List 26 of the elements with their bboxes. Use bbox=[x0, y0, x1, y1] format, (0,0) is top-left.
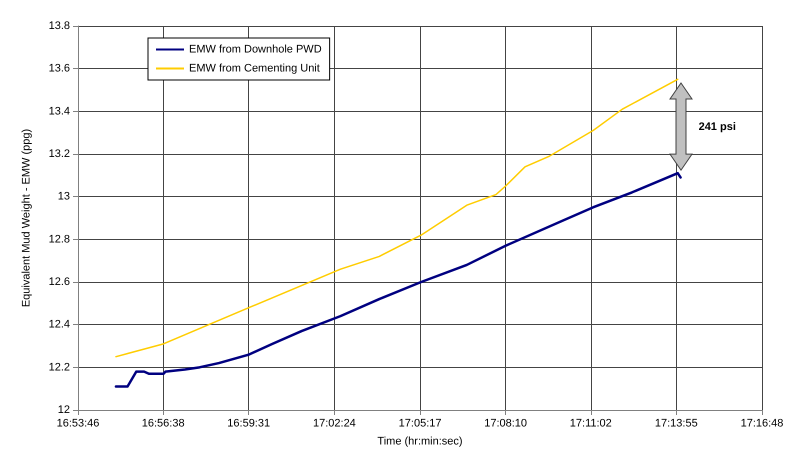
y-tick-label: 13.6 bbox=[48, 62, 70, 75]
line-series bbox=[115, 78, 678, 358]
y-tick-label: 13.4 bbox=[48, 105, 70, 118]
y-axis-title: Equivalent Mud Weight - EMW (ppg) bbox=[20, 128, 32, 308]
x-tick-label: 17:05:17 bbox=[398, 418, 442, 430]
x-tick-label: 17:16:48 bbox=[740, 418, 784, 430]
annotation: 241 psi bbox=[698, 120, 736, 133]
x-tick-label: 16:53:46 bbox=[56, 418, 100, 430]
y-tick-label: 12 bbox=[58, 404, 70, 416]
line-series bbox=[114, 172, 682, 388]
x-tick-label: 17:11:02 bbox=[570, 418, 612, 430]
y-tick-label: 13.2 bbox=[48, 148, 70, 160]
x-tick-label: 16:59:31 bbox=[227, 418, 270, 430]
x-axis-title: Time (hr:min:sec) bbox=[377, 436, 463, 448]
legend-label: EMW from Downhole PWD bbox=[189, 44, 322, 56]
x-tick-label: 17:08:10 bbox=[484, 418, 528, 430]
x-tick-label: 16:56:38 bbox=[142, 418, 185, 430]
x-tick-label: 17:02:24 bbox=[312, 418, 356, 430]
y-tick-label: 13 bbox=[58, 190, 70, 203]
legend-label: EMW from Cementing Unit bbox=[189, 62, 320, 74]
y-tick-label: 12.4 bbox=[48, 318, 70, 331]
y-tick-label: 12.8 bbox=[48, 233, 70, 246]
y-tick-label: 12.6 bbox=[48, 276, 70, 288]
x-tick-label: 17:13:55 bbox=[654, 418, 698, 430]
y-tick-label: 12.2 bbox=[48, 361, 70, 374]
y-tick-label: 13.8 bbox=[48, 20, 70, 32]
